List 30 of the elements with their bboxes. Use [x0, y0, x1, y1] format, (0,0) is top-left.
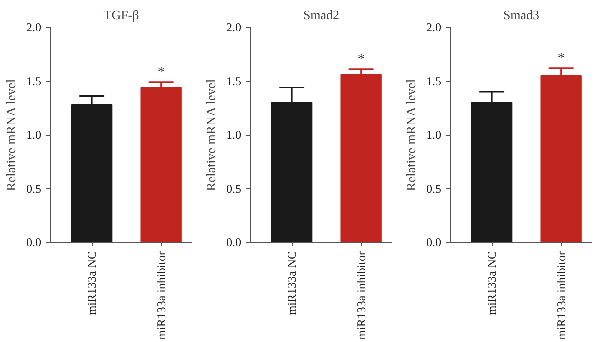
y-tick-label: 1.5 [426, 74, 442, 88]
x-tick-label: miR133a NC [485, 251, 500, 316]
x-tick-label: miR133a inhibitor [354, 251, 368, 340]
y-tick-label: 0.5 [426, 182, 442, 196]
y-tick-label: 0.0 [426, 236, 442, 250]
x-tick-label: miR133a inhibitor [554, 251, 568, 340]
y-tick-label: 0.0 [26, 236, 42, 250]
chart-title: Smad3 [503, 8, 540, 22]
chart-title: Smad2 [303, 8, 340, 22]
y-tick-label: 1.5 [26, 74, 42, 88]
y-tick-label: 1.0 [26, 128, 42, 142]
y-tick-label: 2.0 [426, 20, 442, 34]
y-tick-label: 0.0 [226, 236, 242, 250]
y-tick-label: 0.5 [226, 182, 242, 196]
annotation: * [158, 65, 165, 80]
y-axis-title: Relative mRNA level [204, 79, 218, 192]
y-tick-label: 2.0 [26, 20, 42, 34]
y-tick-label: 1.0 [426, 128, 442, 142]
x-tick-label: miR133a inhibitor [154, 251, 168, 340]
x-tick-label: miR133a NC [85, 251, 100, 316]
y-tick-label: 2.0 [226, 20, 242, 34]
x-tick-label: miR133a NC [285, 251, 300, 316]
y-axis-title: Relative mRNA level [4, 79, 18, 192]
y-axis-title: Relative mRNA level [404, 79, 418, 192]
annotation: * [558, 51, 565, 66]
y-tick-label: 0.5 [26, 182, 42, 196]
y-tick-label: 1.5 [226, 74, 242, 88]
chart-title: TGF-β [104, 8, 140, 22]
annotation: * [358, 52, 365, 68]
y-tick-label: 1.0 [226, 128, 242, 142]
